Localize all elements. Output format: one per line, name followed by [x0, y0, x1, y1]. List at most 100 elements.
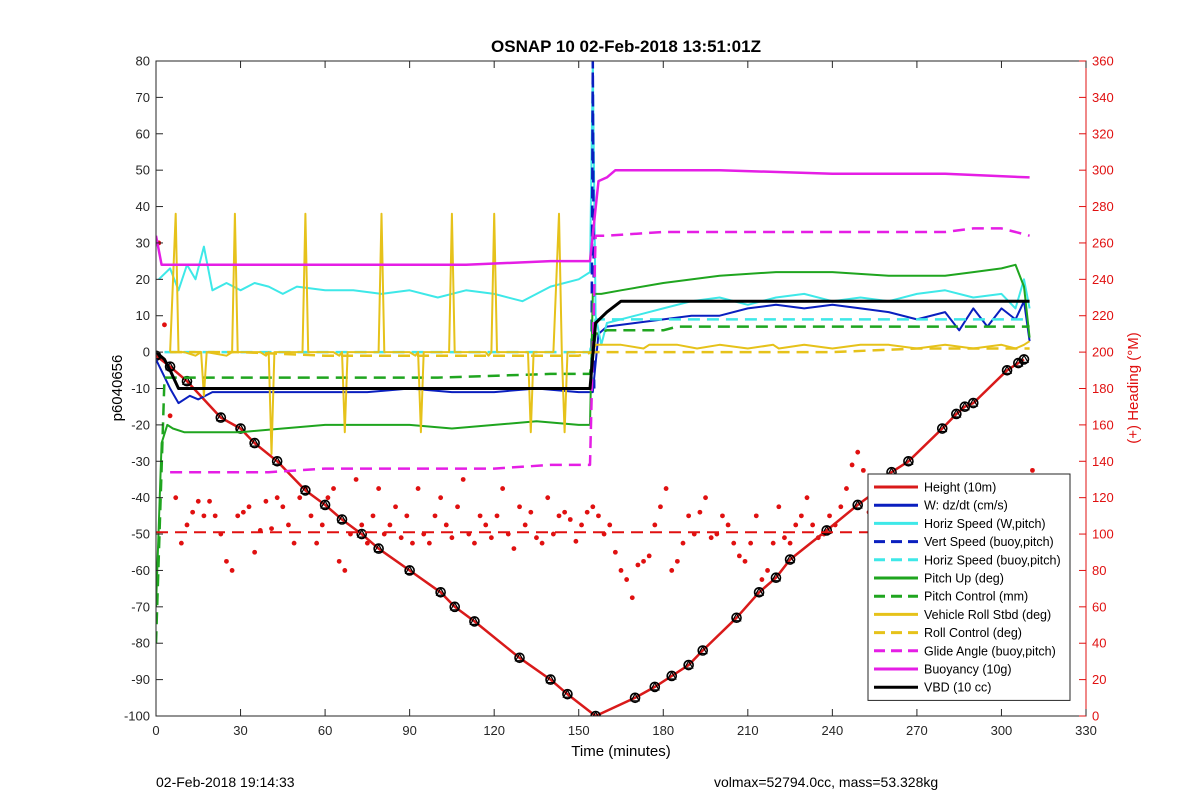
- heading-point: [235, 513, 241, 519]
- y-tick-label: 40: [136, 199, 150, 214]
- heading-point: [511, 546, 517, 552]
- heading-point: [584, 509, 590, 515]
- y-tick-label: -40: [131, 490, 150, 505]
- height-marker-triangle: [903, 456, 914, 465]
- height-marker-triangle: [951, 408, 962, 418]
- x-axis-label: Time (minutes): [571, 743, 670, 760]
- heading-point: [229, 568, 235, 573]
- height-marker-triangle: [249, 437, 260, 447]
- x-tick-label: 180: [652, 723, 674, 738]
- height-marker-triangle: [545, 674, 556, 684]
- height-marker-triangle: [770, 572, 782, 582]
- legend-label: Vehicle Roll Stbd (deg): [924, 608, 1051, 622]
- y-tick-label-right: 200: [1092, 345, 1114, 360]
- heading-point: [359, 522, 365, 528]
- heading-point: [680, 540, 686, 546]
- y-tick-label: -100: [124, 709, 150, 724]
- heading-point: [286, 522, 291, 528]
- series-line-pitch-up: [156, 263, 1031, 607]
- heading-point: [212, 513, 218, 519]
- heading-point: [449, 535, 455, 541]
- footer-timestamp: 02-Feb-2018 19:14:33: [156, 774, 295, 790]
- legend-label: Pitch Control (mm): [924, 590, 1028, 604]
- height-marker-triangle: [937, 423, 948, 433]
- heading-point: [663, 486, 669, 491]
- heading-point: [686, 513, 692, 519]
- x-tick-label: 90: [402, 723, 416, 738]
- legend-label: Pitch Up (deg): [924, 572, 1004, 586]
- y-tick-label-right: 60: [1092, 599, 1106, 614]
- y-tick-label-right: 120: [1092, 490, 1114, 505]
- heading-point: [376, 486, 382, 491]
- heading-point: [793, 522, 799, 528]
- heading-point: [708, 535, 714, 541]
- heading-point: [629, 595, 635, 601]
- heading-point: [810, 522, 816, 528]
- legend-label: Buoyancy (10g): [924, 663, 1012, 677]
- heading-point: [460, 477, 466, 482]
- heading-point: [528, 509, 534, 515]
- y-axis-label-right: (+) Heading (°M): [1125, 332, 1142, 443]
- heading-point: [314, 540, 320, 546]
- heading-point: [748, 540, 754, 546]
- height-marker-triangle: [852, 499, 863, 509]
- plot-area: [156, 61, 1035, 716]
- heading-point: [759, 577, 765, 582]
- y-tick-label-right: 100: [1092, 527, 1114, 542]
- height-marker-triangle: [649, 681, 660, 691]
- footer-stats: volmax=52794.0cc, mass=53.328kg: [714, 774, 939, 790]
- heading-point: [494, 513, 500, 519]
- y-tick-label: -10: [131, 381, 150, 396]
- heading-point: [641, 558, 646, 564]
- y-tick-label: -50: [131, 527, 150, 542]
- y-tick-label-right: 180: [1092, 381, 1114, 396]
- series-line-buoyancy: [156, 168, 1030, 267]
- y-tick-label-right: 40: [1092, 636, 1106, 651]
- y-tick-label: 60: [136, 126, 150, 141]
- y-tick-label: -70: [131, 599, 150, 614]
- heading-point: [477, 513, 483, 519]
- height-marker-triangle: [272, 456, 283, 465]
- heading-point: [556, 513, 562, 519]
- heading-point: [804, 495, 810, 501]
- legend-box: [867, 473, 1071, 701]
- y-tick-label: 10: [136, 308, 150, 323]
- heading-point: [274, 495, 280, 501]
- heading-point: [635, 562, 641, 568]
- height-marker-triangle: [754, 587, 765, 596]
- x-tick-label: 270: [906, 723, 928, 738]
- y-tick-label: 30: [136, 235, 150, 250]
- heading-point: [573, 538, 579, 544]
- x-tick-label: 240: [822, 723, 844, 738]
- height-marker-triangle: [336, 514, 348, 524]
- chart-title: OSNAP 10 02-Feb-2018 13:51:01Z: [491, 37, 761, 56]
- x-tick-label: 330: [1075, 723, 1097, 738]
- heading-point: [246, 504, 252, 510]
- height-marker-triangle: [514, 652, 525, 662]
- y-tick-label-right: 20: [1092, 672, 1106, 687]
- heading-point: [731, 540, 737, 546]
- heading-point: [184, 522, 190, 528]
- x-tick-label: 120: [483, 723, 505, 738]
- heading-point: [674, 558, 680, 564]
- y-tick-label: 80: [136, 54, 150, 69]
- heading-point: [860, 467, 866, 473]
- heading-point: [590, 504, 596, 510]
- heading-point: [387, 522, 393, 528]
- heading-point: [410, 540, 415, 546]
- heading-point: [415, 486, 421, 491]
- heading-point: [488, 535, 494, 541]
- height-marker-triangle: [469, 616, 480, 625]
- height-marker-triangle: [356, 528, 367, 538]
- height-marker-triangle: [666, 670, 677, 680]
- heading-point: [844, 486, 849, 491]
- x-tick-label: 0: [152, 723, 159, 738]
- series-line-height: [156, 354, 1025, 716]
- heading-point: [596, 513, 601, 519]
- heading-point: [370, 513, 376, 519]
- heading-point: [720, 513, 725, 519]
- height-marker-triangle: [630, 692, 641, 702]
- heading-point: [319, 522, 325, 528]
- heading-point: [765, 568, 770, 573]
- heading-point: [500, 486, 506, 491]
